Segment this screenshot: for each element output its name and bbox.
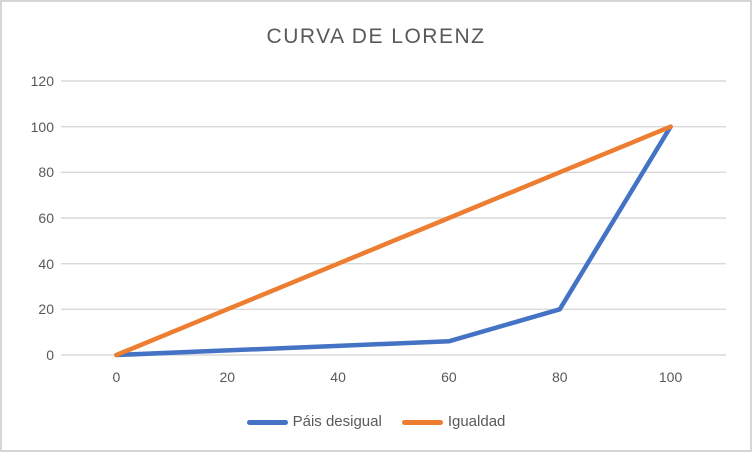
x-tick-80: 80 <box>551 369 568 385</box>
x-tick-100: 100 <box>658 369 683 385</box>
series-line-igualdad[interactable] <box>114 124 673 358</box>
legend-swatch-igualdad <box>401 419 443 425</box>
y-tick-100: 100 <box>30 118 54 135</box>
legend-label-pais-desigual: Páis desigual <box>292 413 382 430</box>
x-tick-40: 40 <box>330 369 346 385</box>
y-tick-40: 40 <box>38 255 54 272</box>
legend: Páis desigual Igualdad <box>2 413 750 431</box>
legend-item-igualdad[interactable]: Igualdad <box>401 413 506 431</box>
legend-label-igualdad: Igualdad <box>447 413 506 430</box>
x-tick-60: 60 <box>441 369 457 385</box>
y-tick-0: 0 <box>46 347 54 363</box>
legend-item-pais-desigual[interactable]: Páis desigual <box>246 413 382 431</box>
x-tick-20: 20 <box>219 369 236 385</box>
legend-swatch-pais-desigual <box>246 419 288 425</box>
y-tick-20: 20 <box>38 301 54 318</box>
y-tick-80: 80 <box>38 164 54 181</box>
chart-title: CURVA DE LORENZ <box>266 25 486 48</box>
y-tick-60: 60 <box>38 210 54 226</box>
y-tick-120: 120 <box>30 73 54 89</box>
series-line-pais-desigual[interactable] <box>114 124 673 358</box>
x-tick-0: 0 <box>112 369 121 385</box>
